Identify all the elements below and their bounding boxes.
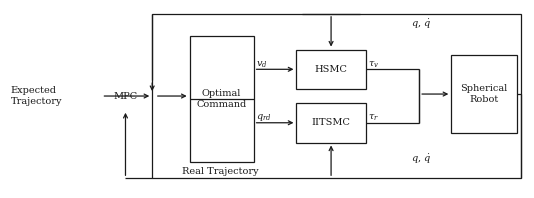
Text: $q,\,\dot{q}$: $q,\,\dot{q}$ [411, 153, 431, 166]
Text: Expected
Trajectory: Expected Trajectory [11, 86, 62, 106]
Polygon shape [296, 103, 366, 143]
Text: $\tau_v$: $\tau_v$ [368, 59, 379, 70]
Text: $v_d$: $v_d$ [256, 59, 268, 70]
Text: $\tau_r$: $\tau_r$ [368, 112, 379, 123]
Text: HSMC: HSMC [315, 65, 348, 74]
Polygon shape [190, 36, 254, 162]
Text: MPC: MPC [113, 91, 138, 101]
Text: $q,\,\dot{q}$: $q,\,\dot{q}$ [411, 18, 431, 31]
Text: IITSMC: IITSMC [312, 118, 350, 127]
Polygon shape [451, 55, 517, 133]
Text: Real Trajectory: Real Trajectory [182, 167, 258, 176]
Polygon shape [296, 50, 366, 89]
Text: Optimal
Command: Optimal Command [197, 89, 247, 109]
Text: Spherical
Robot: Spherical Robot [460, 84, 508, 104]
Text: $q_{rd}$: $q_{rd}$ [256, 112, 272, 123]
